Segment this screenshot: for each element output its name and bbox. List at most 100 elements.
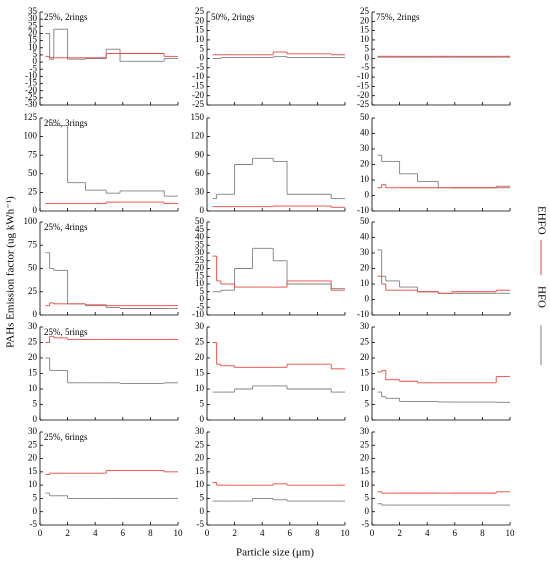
y-tick-label: 25 <box>28 439 38 449</box>
y-tick-label: 30 <box>28 426 38 436</box>
y-tick-label: 10 <box>28 42 38 52</box>
x-tick-label: 2 <box>232 528 237 538</box>
y-tick-label: 20 <box>195 263 205 273</box>
y-tick-label: 50 <box>195 216 205 226</box>
y-tick-label: 25 <box>28 337 38 347</box>
y-tick-label: -5 <box>362 62 370 72</box>
y-tick-label: 10 <box>195 383 205 393</box>
y-tick-label: 15 <box>360 368 370 378</box>
y-tick-label: 20 <box>28 453 38 463</box>
x-tick-label: 10 <box>506 528 516 538</box>
panel: 0 25 50 75 100 25%, 4rings <box>24 216 179 319</box>
y-tick-label: 25 <box>28 286 38 296</box>
x-tick-label: 2 <box>397 528 402 538</box>
x-tick-label: 0 <box>38 528 43 538</box>
x-tick-label: 4 <box>93 528 98 538</box>
y-tick-label: 60 <box>195 168 205 178</box>
y-tick-label: 40 <box>360 128 370 138</box>
y-tick-label: -20 <box>192 90 204 100</box>
y-tick-label: 35 <box>195 239 205 249</box>
y-tick-label: 30 <box>360 143 370 153</box>
y-tick-label: -5 <box>30 519 38 529</box>
y-tick-label: -10 <box>192 71 204 81</box>
y-tick-label: 25 <box>195 337 205 347</box>
y-tick-label: 0 <box>33 56 38 66</box>
y-tick-label: 5 <box>365 492 370 502</box>
legend-label: HFO <box>535 286 547 308</box>
y-tick-label: 0 <box>200 205 205 215</box>
x-axis-label: Particle size (μm) <box>236 547 314 559</box>
y-tick-label: 20 <box>195 352 205 362</box>
y-tick-label: 30 <box>28 321 38 331</box>
panel-title: 25%, 2rings <box>44 12 88 22</box>
y-tick-label: 5 <box>33 492 38 502</box>
y-tick-label: 10 <box>360 278 370 288</box>
panel: 0 5 10 15 20 25 30 <box>360 321 511 424</box>
y-tick-label: 25 <box>195 439 205 449</box>
y-tick-label: 40 <box>360 232 370 242</box>
y-tick-label: 0 <box>365 190 370 200</box>
panel: 0 25 50 75 100 125 25%, 3rings <box>24 112 179 215</box>
y-tick-label: 30 <box>195 247 205 257</box>
y-tick-label: 120 <box>191 131 205 141</box>
y-tick-label: 15 <box>195 25 205 35</box>
legend: EHFO HFO <box>535 206 547 365</box>
y-tick-label: 0 <box>33 506 38 516</box>
y-tick-label: 20 <box>360 159 370 169</box>
y-tick-label: 25 <box>195 6 205 16</box>
y-tick-label: 10 <box>195 278 205 288</box>
y-tick-label: 15 <box>28 466 38 476</box>
y-tick-label: 0 <box>365 294 370 304</box>
y-tick-label: 20 <box>28 352 38 362</box>
panel: 0 5 10 15 20 25 30 <box>195 321 346 424</box>
legend-label: EHFO <box>535 206 547 235</box>
y-tick-label: 0 <box>33 205 38 215</box>
y-tick-label: -20 <box>25 85 37 95</box>
x-tick-label: 8 <box>315 528 320 538</box>
y-tick-label: 10 <box>360 383 370 393</box>
x-tick-label: 0 <box>370 528 375 538</box>
y-tick-label: 5 <box>365 43 370 53</box>
y-tick-label: 15 <box>195 270 205 280</box>
y-tick-label: 0 <box>365 53 370 63</box>
x-tick-label: 8 <box>480 528 485 538</box>
panel-title: 25%, 4rings <box>44 222 88 232</box>
y-tick-label: 150 <box>191 112 205 122</box>
panel: 0 5 10 15 20 25 30 25%, 5rings <box>28 321 179 424</box>
y-tick-label: 15 <box>195 368 205 378</box>
x-tick-label: 8 <box>148 528 153 538</box>
y-tick-label: -5 <box>197 62 205 72</box>
y-tick-label: 0 <box>200 294 205 304</box>
y-tick-label: 15 <box>28 368 38 378</box>
y-tick-label: -5 <box>362 519 370 529</box>
y-tick-label: 15 <box>360 25 370 35</box>
y-tick-label: 0 <box>200 506 205 516</box>
y-tick-label: 35 <box>28 6 38 16</box>
y-tick-label: 15 <box>28 35 38 45</box>
y-tick-label: -10 <box>357 205 369 215</box>
y-tick-label: 5 <box>200 399 205 409</box>
x-tick-label: 0 <box>205 528 210 538</box>
y-tick-label: -20 <box>357 90 369 100</box>
panel: 0 30 60 90 120 150 <box>191 112 346 215</box>
panel-title: 25%, 3rings <box>44 118 88 128</box>
panel: -10 0 10 20 30 40 50 <box>357 216 511 319</box>
y-tick-label: 20 <box>28 28 38 38</box>
y-tick-label: 0 <box>33 414 38 424</box>
y-tick-label: 5 <box>200 492 205 502</box>
y-tick-label: 75 <box>28 239 38 249</box>
y-tick-label: 20 <box>195 453 205 463</box>
panel-title: 25%, 5rings <box>44 327 88 337</box>
y-tick-label: 20 <box>360 263 370 273</box>
y-tick-label: 25 <box>360 6 370 16</box>
y-tick-label: 100 <box>24 216 38 226</box>
y-tick-label: 10 <box>360 479 370 489</box>
y-tick-label: 100 <box>24 131 38 141</box>
y-tick-label: 10 <box>360 34 370 44</box>
y-tick-label: 0 <box>200 414 205 424</box>
